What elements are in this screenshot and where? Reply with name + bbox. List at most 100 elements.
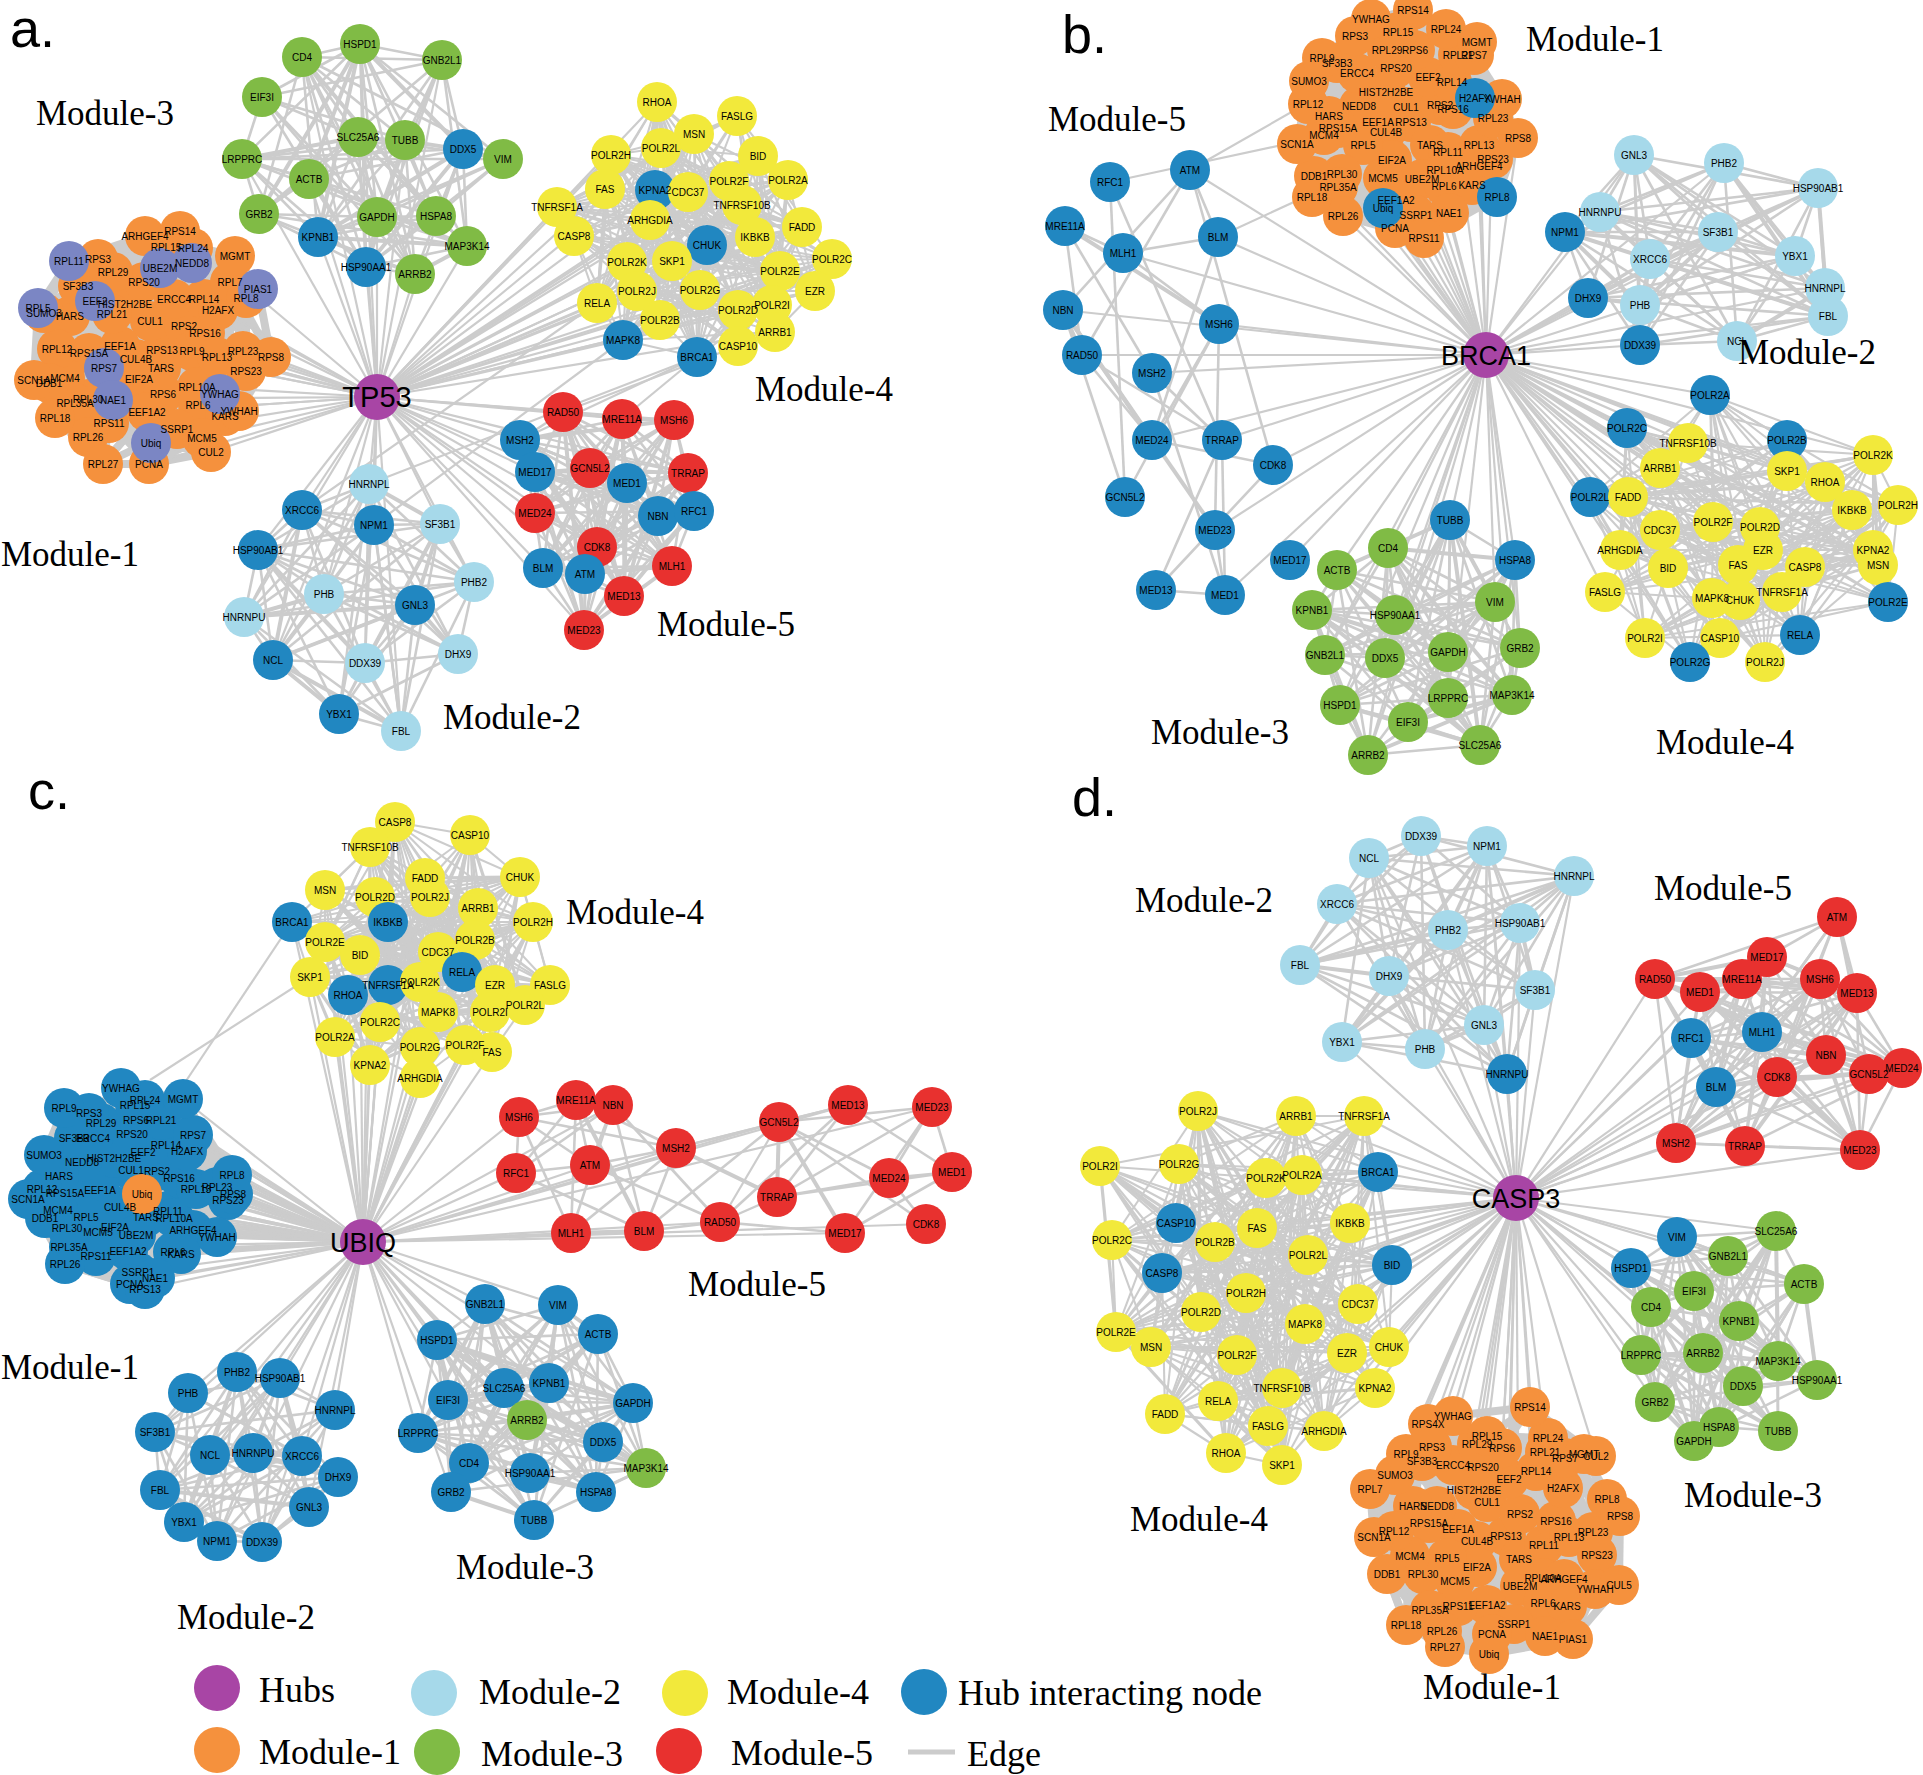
svg-text:GCN5L2: GCN5L2	[1106, 492, 1145, 503]
svg-text:MGMT: MGMT	[220, 251, 251, 262]
svg-text:RPL12: RPL12	[42, 344, 73, 355]
svg-text:RPL13: RPL13	[1464, 140, 1495, 151]
svg-text:ARHGDIA: ARHGDIA	[1597, 545, 1643, 556]
svg-text:HNRNPL: HNRNPL	[314, 1405, 356, 1416]
svg-text:TNFRSF10B: TNFRSF10B	[1253, 1383, 1311, 1394]
svg-text:MAPK8: MAPK8	[421, 1007, 455, 1018]
svg-text:TRRAP: TRRAP	[1728, 1141, 1762, 1152]
svg-text:BID: BID	[750, 151, 767, 162]
svg-text:EEF1A2: EEF1A2	[128, 407, 166, 418]
svg-text:FBL: FBL	[1291, 960, 1310, 971]
svg-text:FAS: FAS	[1729, 560, 1748, 571]
svg-text:MAP3K14: MAP3K14	[1755, 1356, 1800, 1367]
svg-text:RPS20: RPS20	[1467, 1462, 1499, 1473]
svg-text:POLR2F: POLR2F	[1694, 517, 1733, 528]
svg-text:HSP90AB1: HSP90AB1	[1495, 918, 1546, 929]
svg-text:SKP1: SKP1	[1269, 1460, 1295, 1471]
svg-text:RPS16: RPS16	[163, 1173, 195, 1184]
svg-text:HSPA8: HSPA8	[1499, 555, 1531, 566]
svg-text:HNRNPU: HNRNPU	[232, 1448, 275, 1459]
svg-text:CDK8: CDK8	[1764, 1072, 1791, 1083]
svg-text:DHX9: DHX9	[325, 1472, 352, 1483]
svg-text:RPL23: RPL23	[1578, 1527, 1609, 1538]
svg-text:PCNA: PCNA	[1478, 1629, 1506, 1640]
svg-text:KPNB1: KPNB1	[1296, 605, 1329, 616]
svg-text:GAPDH: GAPDH	[1676, 1436, 1712, 1447]
svg-text:RELA: RELA	[584, 298, 610, 309]
svg-text:NPM1: NPM1	[1473, 841, 1501, 852]
svg-text:SCN1A: SCN1A	[17, 375, 51, 386]
svg-text:RPS8: RPS8	[1607, 1511, 1634, 1522]
svg-text:POLR2I: POLR2I	[1082, 1161, 1118, 1172]
svg-text:MSH6: MSH6	[1806, 974, 1834, 985]
svg-text:SF3B3: SF3B3	[63, 281, 94, 292]
svg-text:POLR2G: POLR2G	[680, 285, 721, 296]
svg-text:NCL: NCL	[1359, 853, 1379, 864]
svg-text:POLR2D: POLR2D	[718, 305, 758, 316]
svg-text:LRPPRC: LRPPRC	[1428, 693, 1469, 704]
svg-text:Ubiq: Ubiq	[141, 438, 162, 449]
svg-text:RPL27: RPL27	[88, 459, 119, 470]
svg-text:POLR2J: POLR2J	[1179, 1106, 1217, 1117]
svg-text:EEF2: EEF2	[1496, 1474, 1521, 1485]
svg-text:POLR2C: POLR2C	[812, 254, 852, 265]
svg-text:H2AFX: H2AFX	[1547, 1483, 1580, 1494]
svg-text:MLH1: MLH1	[1110, 248, 1137, 259]
svg-text:IKBKB: IKBKB	[373, 917, 403, 928]
svg-text:Module-3: Module-3	[1684, 1476, 1822, 1515]
svg-text:RPL7: RPL7	[217, 277, 242, 288]
svg-text:BRCA1: BRCA1	[1441, 341, 1531, 371]
svg-text:TARS: TARS	[1506, 1554, 1532, 1565]
svg-text:DDX39: DDX39	[246, 1537, 279, 1548]
svg-text:CHUK: CHUK	[1726, 595, 1755, 606]
svg-text:b.: b.	[1062, 4, 1107, 64]
svg-text:CDK8: CDK8	[913, 1219, 940, 1230]
svg-text:RPS15A: RPS15A	[1410, 1518, 1449, 1529]
svg-text:RPL6: RPL6	[185, 400, 210, 411]
svg-text:HSP90AB1: HSP90AB1	[233, 545, 284, 556]
svg-text:HNRNPU: HNRNPU	[1486, 1069, 1529, 1080]
svg-text:VIM: VIM	[549, 1300, 567, 1311]
svg-text:MSH2: MSH2	[506, 435, 534, 446]
svg-text:HSP90AA1: HSP90AA1	[1370, 610, 1421, 621]
svg-text:POLR2C: POLR2C	[1607, 423, 1647, 434]
svg-text:PHB: PHB	[1630, 300, 1651, 311]
svg-text:RPS8: RPS8	[220, 1189, 247, 1200]
svg-text:SF3B3: SF3B3	[59, 1133, 90, 1144]
svg-text:HSPA8: HSPA8	[420, 211, 452, 222]
svg-text:KARS: KARS	[1458, 180, 1486, 191]
svg-text:RPS3: RPS3	[1342, 31, 1369, 42]
svg-text:RPS20: RPS20	[116, 1129, 148, 1140]
svg-text:XRCC6: XRCC6	[285, 505, 319, 516]
svg-text:CASP8: CASP8	[1146, 1268, 1179, 1279]
svg-text:Module-5: Module-5	[1654, 869, 1792, 908]
svg-text:CD4: CD4	[459, 1458, 479, 1469]
svg-text:POLR2A: POLR2A	[315, 1032, 355, 1043]
svg-text:RHOA: RHOA	[1212, 1448, 1241, 1459]
svg-text:MAPK8: MAPK8	[606, 335, 640, 346]
svg-text:LRPPRC: LRPPRC	[398, 1428, 439, 1439]
svg-text:ARHGDIA: ARHGDIA	[397, 1073, 443, 1084]
svg-text:POLR2L: POLR2L	[506, 1000, 545, 1011]
svg-text:RPS2: RPS2	[1507, 1509, 1534, 1520]
svg-text:RPL24: RPL24	[1533, 1433, 1564, 1444]
svg-text:Hubs: Hubs	[259, 1670, 335, 1710]
svg-text:MCM5: MCM5	[187, 433, 217, 444]
svg-text:RPL8: RPL8	[1484, 192, 1509, 203]
svg-text:MED13: MED13	[607, 591, 641, 602]
svg-text:MSN: MSN	[314, 885, 336, 896]
svg-text:DDB1: DDB1	[1301, 171, 1328, 182]
svg-text:HNRNPL: HNRNPL	[1804, 283, 1846, 294]
svg-text:MLH1: MLH1	[659, 561, 686, 572]
svg-text:GAPDH: GAPDH	[615, 1398, 651, 1409]
svg-text:MRE11A: MRE11A	[1722, 974, 1762, 985]
svg-text:MGMT: MGMT	[168, 1094, 199, 1105]
svg-text:MED13: MED13	[1139, 585, 1173, 596]
svg-text:RPL8: RPL8	[1594, 1494, 1619, 1505]
svg-text:YWHAH: YWHAH	[198, 1232, 235, 1243]
svg-text:POLR2E: POLR2E	[760, 266, 800, 277]
svg-text:RPL7: RPL7	[1357, 1484, 1382, 1495]
svg-text:EZR: EZR	[1753, 545, 1773, 556]
svg-text:MAPK8: MAPK8	[1695, 593, 1729, 604]
svg-text:RPL23: RPL23	[228, 346, 259, 357]
